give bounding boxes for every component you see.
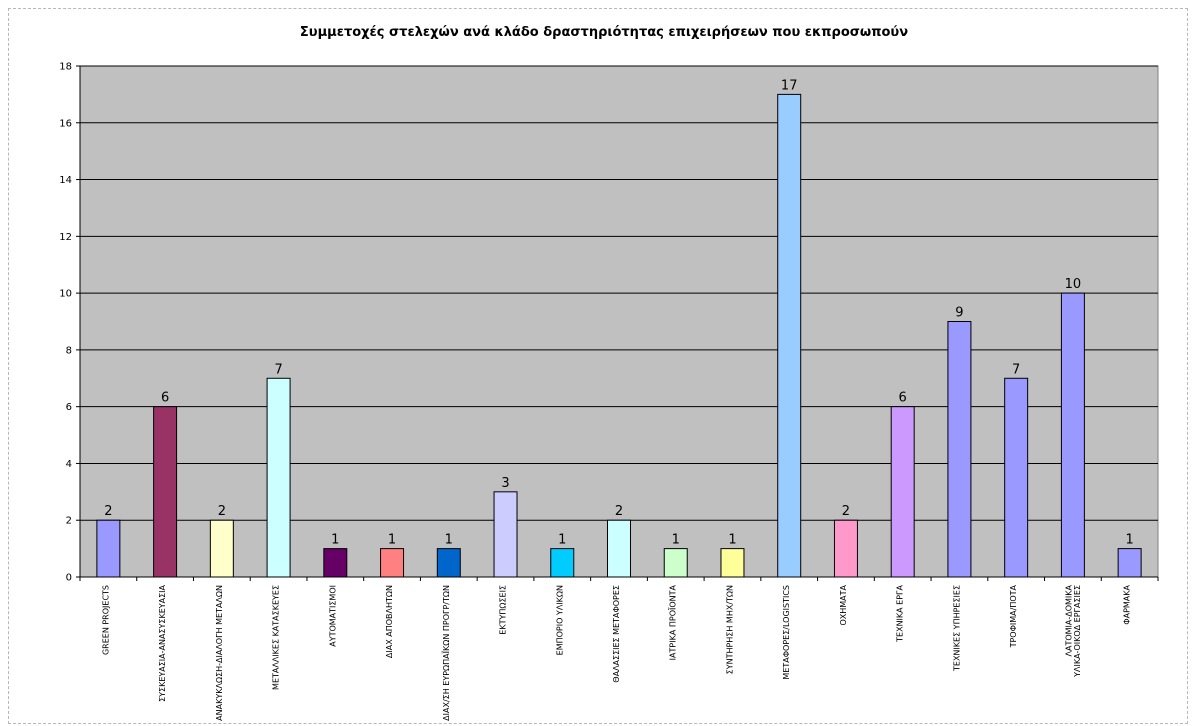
data-label: 7: [1012, 362, 1020, 377]
xtick-label-group: ΣΥΣΚΕΥΑΣΙΑ-ΑΝΑΣΥΣΚΕΥΑΣΙΑ: [158, 584, 167, 701]
bar: [720, 548, 745, 578]
bar: [663, 548, 688, 578]
bar: [607, 519, 631, 578]
xtick-label-group: ΟΧΗΜΑΤΑ: [839, 584, 848, 625]
data-label: 1: [388, 533, 396, 548]
xtick-label: ΙΑΤΡΙΚΑ ΠΡΟΪΟΝΤΑ: [668, 584, 678, 660]
xtick-label: ΛΑΤΟΜΙΑ-ΔΟΜΙΚΑΥΛΙΚΑ-ΟΙΚΟΔ ΕΡΓΑΣΙΕΣ: [1064, 584, 1082, 677]
ytick-label: 18: [59, 62, 72, 73]
xtick-label: ΜΕΤΑΦΟΡΕΣ/LOGISTICS: [782, 585, 791, 680]
xtick-label: ΤΕΧΝΙΚΕΣ ΥΠΗΡΕΣΙΕΣ: [952, 585, 961, 672]
xtick-label-group: ΕΜΠΟΡΙΟ ΥΛΙΚΩΝ: [555, 585, 564, 655]
gridlines: [80, 65, 1158, 521]
xtick-label: ΤΕΧΝΙΚΑ ΕΡΓΑ: [896, 584, 905, 642]
xtick-label-group: ΜΕΤΑΛΛΙΚΕΣ ΚΑΤΑΣΚΕΥΕΣ: [272, 585, 281, 690]
data-label: 6: [161, 391, 169, 406]
xtick-label-group: ΑΥΤΟΜΑΤΙΣΜΟΙ: [328, 585, 337, 647]
bar: [1117, 548, 1142, 578]
ytick-label: 6: [66, 402, 72, 413]
xtick-label: ΣΥΝΤΗΡΗΣΗ ΜΗΧ/ΤΩΝ: [725, 585, 734, 674]
bar: [833, 519, 858, 578]
ytick-label: 10: [59, 289, 72, 300]
x-axis: GREEN PROJECTS ΣΥΣΚΕΥΑΣΙΑ-ΑΝΑΣΥΣΚΕΥΑΣΙΑ ΑΝ…: [79, 576, 1159, 721]
xtick-label-group: ΤΕΧΝΙΚΑ ΕΡΓΑ: [896, 584, 905, 642]
xtick-label: ΑΝΑΚΥΚΛΩΣΗ-ΔΙΑΛΟΓΗ ΜΕΤΑΛΩΝ: [215, 585, 224, 721]
data-label: 9: [955, 306, 963, 321]
xtick-label: ΟΧΗΜΑΤΑ: [839, 584, 848, 625]
bar: [380, 548, 405, 578]
xtick-label-group: ΘΑΛΑΣΣΙΕΣ ΜΕΤΑΦΟΡΕΣ: [612, 585, 621, 683]
xtick-label-group: ΤΡΟΦΙΜΑ/ΠΟΤΑ: [1009, 584, 1018, 648]
bar: [947, 321, 972, 578]
data-label: 1: [672, 533, 680, 548]
xtick-label-group: ΛΑΤΟΜΙΑ-ΔΟΜΙΚΑΥΛΙΚΑ-ΟΙΚΟΔ ΕΡΓΑΣΙΕΣ: [1064, 584, 1082, 677]
ytick-label: 16: [59, 118, 72, 129]
bar: [96, 519, 121, 578]
bar: [153, 406, 178, 578]
xtick-label-group: ΕΚΤΥΠΩΣΕΙΣ: [499, 585, 508, 635]
chart-title: Συμμετοχές στελεχών ανά κλάδο δραστηριότ…: [300, 25, 908, 40]
ytick-label: 2: [66, 516, 72, 527]
data-label: 2: [218, 504, 226, 519]
bar: [493, 491, 518, 578]
xtick-label: ΔΙΑΧ/ΣΗ ΕΥΡΩΠΑΪΚΩΝ ΠΡΟΓΡ/ΤΩΝ: [441, 585, 451, 721]
xtick-label-group: ΔΙΑΧ ΑΠΟΒΛΗΤΩΝ: [385, 585, 394, 658]
bar: [323, 548, 348, 578]
xtick-label: ΑΥΤΟΜΑΤΙΣΜΟΙ: [328, 585, 337, 647]
bar: [777, 93, 802, 578]
bar: [436, 548, 461, 578]
ytick-label: 8: [66, 345, 72, 356]
xtick-label-group: ΔΙΑΧ/ΣΗ ΕΥΡΩΠΑΪΚΩΝ ΠΡΟΓΡ/ΤΩΝ: [441, 585, 451, 721]
data-label: 3: [501, 476, 509, 491]
ytick-label: 4: [66, 459, 72, 470]
xtick-label: ΜΕΤΑΛΛΙΚΕΣ ΚΑΤΑΣΚΕΥΕΣ: [272, 585, 281, 690]
data-label: 1: [558, 533, 566, 548]
xtick-label-group: ΣΥΝΤΗΡΗΣΗ ΜΗΧ/ΤΩΝ: [725, 585, 734, 674]
data-label: 7: [274, 362, 282, 377]
xtick-label: ΕΜΠΟΡΙΟ ΥΛΙΚΩΝ: [555, 585, 564, 655]
xtick-label-group: ΑΝΑΚΥΚΛΩΣΗ-ΔΙΑΛΟΓΗ ΜΕΤΑΛΩΝ: [215, 585, 224, 721]
bar: [1060, 292, 1085, 578]
bar: [890, 406, 915, 578]
data-label: 2: [104, 504, 112, 519]
xtick-label: GREEN PROJECTS: [101, 585, 110, 655]
data-label: 6: [899, 391, 907, 406]
data-label: 2: [615, 504, 623, 519]
bars: [96, 93, 1142, 578]
xtick-label: ΘΑΛΑΣΣΙΕΣ ΜΕΤΑΦΟΡΕΣ: [612, 585, 621, 683]
bar: [209, 519, 234, 578]
data-label: 1: [728, 533, 736, 548]
xtick-label: ΦΑΡΜΑΚΑ: [1123, 584, 1132, 624]
xtick-label-group: ΙΑΤΡΙΚΑ ΠΡΟΪΟΝΤΑ: [668, 584, 678, 660]
bar: [1004, 377, 1029, 578]
data-label: 17: [781, 78, 798, 93]
data-label: 1: [331, 533, 339, 548]
ytick-label: 12: [59, 232, 72, 243]
ytick-label: 0: [66, 573, 72, 584]
plot-area: [79, 65, 1159, 578]
xtick-label: ΤΡΟΦΙΜΑ/ΠΟΤΑ: [1009, 584, 1018, 648]
data-label: 2: [842, 504, 850, 519]
xtick-label: ΕΚΤΥΠΩΣΕΙΣ: [499, 585, 508, 635]
xtick-label: ΣΥΣΚΕΥΑΣΙΑ-ΑΝΑΣΥΣΚΕΥΑΣΙΑ: [158, 584, 167, 701]
ytick-label: 14: [59, 175, 72, 186]
bar: [550, 548, 575, 578]
data-label: 1: [445, 533, 453, 548]
data-label: 10: [1065, 277, 1082, 292]
data-labels: 2 6 2 7 1 1 1 3 1 2 1 1 17 2 6 9 7 10 1: [104, 78, 1134, 547]
xtick-label: ΔΙΑΧ ΑΠΟΒΛΗΤΩΝ: [385, 585, 394, 658]
xtick-label-group: ΦΑΡΜΑΚΑ: [1123, 584, 1132, 624]
xtick-label-group: GREEN PROJECTS: [101, 585, 110, 655]
bar: [266, 377, 291, 578]
xtick-label-group: ΤΕΧΝΙΚΕΣ ΥΠΗΡΕΣΙΕΣ: [952, 585, 961, 672]
xtick-label-group: ΜΕΤΑΦΟΡΕΣ/LOGISTICS: [782, 585, 791, 680]
y-axis: 0 2 4 6 8 10 12 14 16 18: [59, 62, 81, 584]
data-label: 1: [1125, 533, 1133, 548]
